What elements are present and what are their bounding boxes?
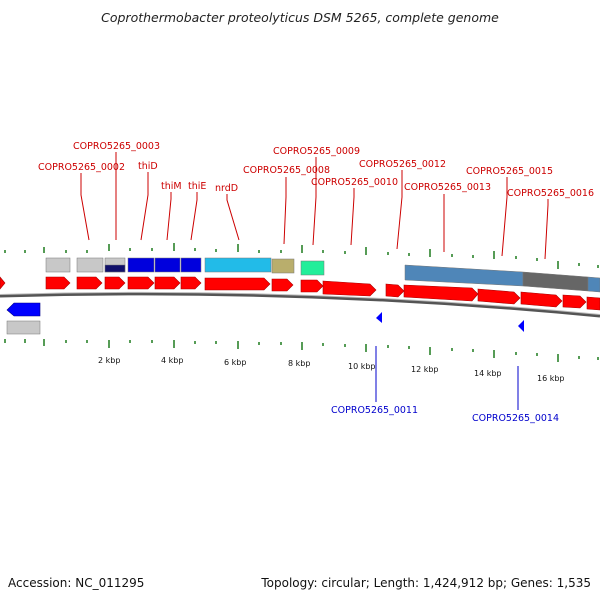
scale-label: 12 kbp (411, 365, 439, 374)
gene-0011-marker[interactable] (376, 312, 382, 323)
scale-label: 8 kbp (288, 359, 310, 368)
forward-gene-arrow[interactable] (586, 296, 600, 311)
gene-label-COPRO5265_0002[interactable]: COPRO5265_0002 (38, 162, 125, 173)
reverse-gene-tile[interactable] (6, 320, 41, 335)
genome-summary-text: Topology: circular; Length: 1,424,912 bp… (261, 576, 591, 590)
gene-tile-0016[interactable] (522, 271, 589, 292)
gene-label-thiM[interactable]: thiM (161, 181, 182, 192)
gene-0014-marker[interactable] (518, 320, 524, 332)
upper-leader-lines (80, 152, 549, 260)
forward-gene-arrow[interactable] (300, 279, 324, 293)
scale-label: 10 kbp (348, 362, 376, 371)
gene-label-nrdD[interactable]: nrdD (215, 183, 238, 194)
scale-label: 14 kbp (474, 369, 502, 378)
forward-gene-arrow[interactable] (180, 276, 202, 290)
gene-tile-edge[interactable] (587, 276, 600, 293)
lower-leader-lines (375, 346, 519, 410)
genome-backbone (0, 292, 600, 318)
gene-tile-0012-0015[interactable] (404, 264, 524, 287)
gene-label-COPRO5265_0015[interactable]: COPRO5265_0015 (466, 166, 553, 177)
upper-tick-marks (4, 243, 599, 269)
gene-tile-0009[interactable] (300, 260, 325, 276)
forward-gene-arrow[interactable] (204, 277, 271, 291)
gene-label-COPRO5265_0013[interactable]: COPRO5265_0013 (404, 182, 491, 193)
forward-gene-arrow[interactable] (127, 276, 155, 290)
function-tiles (45, 257, 600, 293)
scale-label: 4 kbp (161, 356, 183, 365)
gene-label-COPRO5265_0011[interactable]: COPRO5265_0011 (331, 405, 418, 416)
forward-gene-arrow[interactable] (45, 276, 71, 290)
map-title: Coprothermobacter proteolyticus DSM 5265… (101, 10, 499, 25)
lower-gene-labels: COPRO5265_0011 COPRO5265_0014 (331, 405, 559, 424)
forward-gene-arrow[interactable] (154, 276, 181, 290)
genome-backbone-highlight (0, 291, 600, 315)
upper-gene-labels: COPRO5265_0002 COPRO5265_0003 thiD thiM … (38, 141, 594, 199)
gene-label-COPRO5265_0003[interactable]: COPRO5265_0003 (73, 141, 160, 152)
gene-tile-thiM[interactable] (154, 257, 181, 273)
gene-tile-0004-dark (104, 264, 126, 273)
reverse-genes (6, 302, 524, 335)
forward-genes (0, 276, 600, 311)
gene-label-COPRO5265_0008[interactable]: COPRO5265_0008 (243, 165, 330, 176)
scale-label: 16 kbp (537, 374, 565, 383)
forward-gene-arrow[interactable] (477, 288, 521, 305)
accession-text: Accession: NC_011295 (8, 576, 145, 590)
forward-gene-arrow[interactable] (403, 284, 479, 302)
gene-tile-thiD[interactable] (127, 257, 155, 273)
gene-tile-0002[interactable] (45, 257, 71, 273)
forward-gene-arrow[interactable] (104, 276, 126, 290)
gene-label-COPRO5265_0016[interactable]: COPRO5265_0016 (507, 188, 594, 199)
gene-tile-0003[interactable] (76, 257, 104, 273)
forward-gene-arrow[interactable] (385, 283, 405, 298)
forward-gene-arrow[interactable] (520, 291, 563, 308)
gene-label-COPRO5265_0014[interactable]: COPRO5265_0014 (472, 413, 559, 424)
forward-gene-arrow[interactable] (76, 276, 103, 290)
scale-label: 6 kbp (224, 358, 246, 367)
gene-label-COPRO5265_0012[interactable]: COPRO5265_0012 (359, 159, 446, 170)
lower-tick-marks (4, 339, 599, 362)
gene-label-COPRO5265_0010[interactable]: COPRO5265_0010 (311, 177, 398, 188)
forward-gene-arrow[interactable] (562, 294, 587, 309)
forward-gene-arrow[interactable] (0, 276, 6, 290)
forward-gene-arrow[interactable] (271, 278, 294, 292)
reverse-gene-arrow[interactable] (6, 302, 41, 317)
scale-label: 2 kbp (98, 356, 120, 365)
gene-label-COPRO5265_0009[interactable]: COPRO5265_0009 (273, 146, 360, 157)
forward-gene-arrow[interactable] (322, 280, 377, 297)
gene-label-thiD[interactable]: thiD (138, 161, 158, 172)
gene-label-thiE[interactable]: thiE (188, 181, 206, 192)
scale-labels: 2 kbp 4 kbp 6 kbp 8 kbp 10 kbp 12 kbp 14… (98, 356, 565, 383)
gene-tile-0008[interactable] (271, 258, 295, 274)
gene-tile-nrdD[interactable] (204, 257, 272, 273)
gene-tile-thiE[interactable] (180, 257, 202, 273)
